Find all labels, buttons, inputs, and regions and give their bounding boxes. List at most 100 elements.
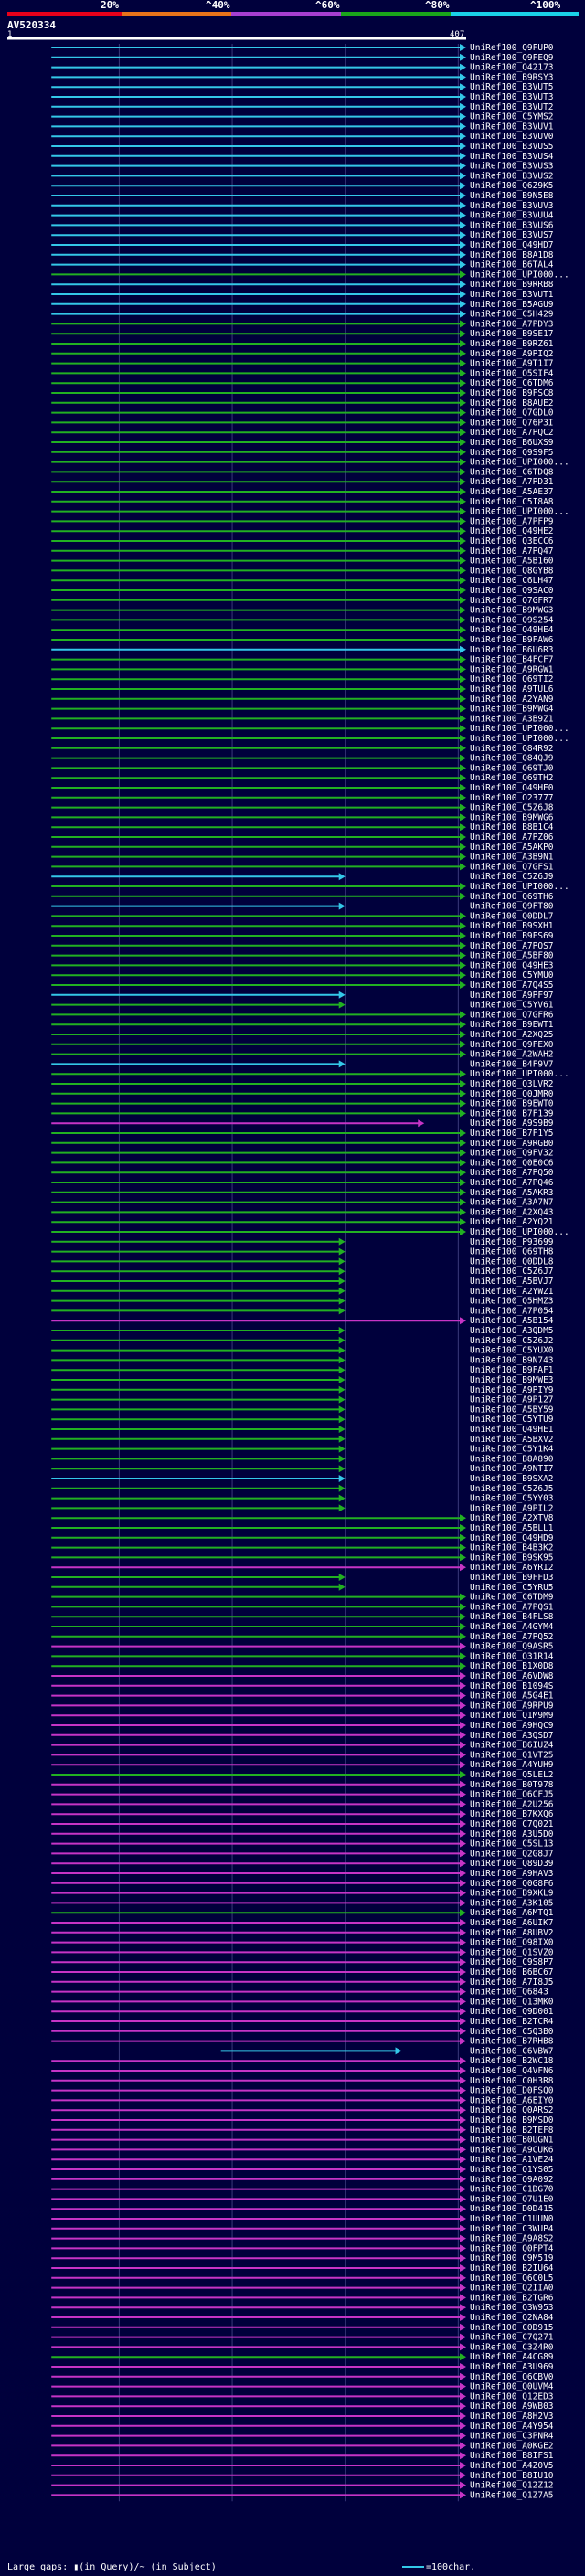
hit-label: UniRef100_A9HQC9: [470, 1721, 554, 1731]
hit-label: UniRef100_Q69TH8: [470, 1247, 554, 1257]
hit-arrow: [460, 2452, 466, 2460]
hit-label: UniRef100_O23777: [470, 793, 554, 803]
hit-arrow: [338, 1060, 346, 1068]
hit-label: UniRef100_C5YRU5: [470, 1583, 554, 1593]
hit-label: UniRef100_B9N743: [470, 1355, 554, 1365]
hit-label: UniRef100_A8H2V3: [470, 2412, 554, 2422]
hit-label: UniRef100_Q6CBV0: [470, 2372, 554, 2382]
hit-label: UniRef100_A9PF97: [470, 991, 554, 1001]
hit-arrow: [460, 310, 466, 318]
hit-label: UniRef100_B3VUT5: [470, 82, 554, 92]
hit-label: UniRef100_A7PQ50: [470, 1168, 554, 1178]
hit-arrow: [460, 2382, 466, 2390]
hit-label: UniRef100_C5SL13: [470, 1839, 554, 1850]
hit-arrow: [460, 951, 466, 959]
hit-label: UniRef100_Q9D001: [470, 2007, 554, 2017]
hit-label: UniRef100_B6BC67: [470, 1967, 554, 1977]
hit-arrow: [460, 379, 466, 387]
hit-arrow: [460, 1623, 466, 1630]
hit-label: UniRef100_A6VDW8: [470, 1671, 554, 1681]
hit-label: UniRef100_B3VUU4: [470, 211, 554, 221]
hit-arrow: [460, 1543, 466, 1552]
hit-arrow: [460, 1681, 466, 1690]
hit-arrow: [460, 1850, 466, 1858]
hit-arrow: [460, 1652, 466, 1660]
hit-arrow: [460, 2304, 466, 2312]
hit-arrow: [338, 1455, 346, 1463]
hit-arrow: [460, 389, 466, 397]
hit-arrow: [460, 330, 466, 338]
hit-label: UniRef100_Q9FEQ9: [470, 53, 554, 63]
hit-label: UniRef100_B1094S: [470, 1681, 554, 1691]
hit-label: UniRef100_B3VUS3: [470, 162, 554, 172]
hit-label: UniRef100_A6YRI2: [470, 1563, 554, 1573]
hit-arrow: [460, 2106, 466, 2115]
hit-arrow: [460, 1149, 466, 1157]
hit-label: UniRef100_Q69TJ0: [470, 763, 554, 773]
hit-arrow: [460, 1712, 466, 1720]
hit-arrow: [460, 883, 466, 890]
hit-arrow: [460, 1870, 466, 1877]
hit-arrow: [460, 93, 466, 101]
hit-arrow: [460, 735, 466, 742]
hit-label: UniRef100_B0T978: [470, 1780, 554, 1790]
hit-arrow: [460, 1198, 466, 1206]
hit-arrow: [460, 63, 466, 71]
hit-label: UniRef100_Q0DDL8: [470, 1256, 554, 1267]
hit-arrow: [460, 1790, 466, 1798]
hit-label: UniRef100_B3VUT2: [470, 102, 554, 112]
hit-label: UniRef100_B9MWG4: [470, 705, 554, 715]
hit-label: UniRef100_B5AGU9: [470, 300, 554, 310]
hit-label: UniRef100_B7RHB8: [470, 2037, 554, 2047]
hit-arrow: [460, 73, 466, 81]
hit-arrow: [460, 1722, 466, 1729]
hit-arrow: [460, 636, 466, 643]
hit-arrow: [460, 517, 466, 525]
hit-label: UniRef100_UPI000...: [470, 1069, 569, 1079]
hit-label: UniRef100_B9MWE3: [470, 1375, 554, 1385]
hit-label: UniRef100_A2YWZ1: [470, 1287, 554, 1297]
hit-label: UniRef100_C7Q271: [470, 2333, 554, 2343]
hit-label: UniRef100_B4FCF7: [470, 655, 554, 665]
hit-arrow: [460, 764, 466, 772]
hit-arrow: [460, 1188, 466, 1196]
hit-arrow: [460, 2412, 466, 2420]
hit-label: UniRef100_Q6CFJ5: [470, 1790, 554, 1800]
hit-label: UniRef100_A0KGE2: [470, 2441, 554, 2451]
hit-label: UniRef100_A7PQS1: [470, 1602, 554, 1612]
hit-label: UniRef100_Q12Z12: [470, 2481, 554, 2491]
hit-label: UniRef100_Q76P3I: [470, 418, 554, 428]
hit-label: UniRef100_A5B154: [470, 1316, 554, 1326]
hit-arrow: [460, 152, 466, 160]
hit-arrow: [460, 1839, 466, 1848]
hit-label: UniRef100_B8AUE2: [470, 398, 554, 408]
hit-label: UniRef100_C6TDM6: [470, 378, 554, 388]
hit-arrow: [460, 2491, 466, 2499]
hit-label: UniRef100_C5YY03: [470, 1494, 554, 1504]
hit-arrow: [338, 1405, 346, 1414]
hit-arrow: [460, 1603, 466, 1611]
hit-label: UniRef100_UPI000...: [470, 507, 569, 517]
hit-label: UniRef100_A2WAH2: [470, 1050, 554, 1060]
hit-label: UniRef100_A6MTQ1: [470, 1908, 554, 1918]
hit-arrow: [460, 2076, 466, 2084]
hit-label: UniRef100_C5Z6J5: [470, 1484, 554, 1494]
hit-label: UniRef100_B9RZ61: [470, 339, 554, 349]
hit-label: UniRef100_B7KXQ6: [470, 1809, 554, 1819]
hit-label: UniRef100_A2XTV8: [470, 1513, 554, 1523]
hit-label: UniRef100_A9A8S2: [470, 2234, 554, 2244]
hit-arrow: [460, 2175, 466, 2183]
hit-label: UniRef100_B9XKL9: [470, 1889, 554, 1899]
hit-label: UniRef100_B2WC18: [470, 2056, 554, 2066]
hit-arrow: [460, 1159, 466, 1167]
hit-arrow: [460, 172, 466, 180]
hit-label: UniRef100_UPI000...: [470, 458, 569, 468]
hit-arrow: [460, 2067, 466, 2074]
hit-label: UniRef100_B0UGN1: [470, 2136, 554, 2146]
hit-arrow: [460, 1208, 466, 1216]
hit-label: UniRef100_Q9FEX0: [470, 1040, 554, 1050]
hit-arrow: [338, 1395, 346, 1404]
hit-label: UniRef100_Q9FUP0: [470, 43, 554, 53]
hit-label: UniRef100_Q7GFR7: [470, 596, 554, 606]
